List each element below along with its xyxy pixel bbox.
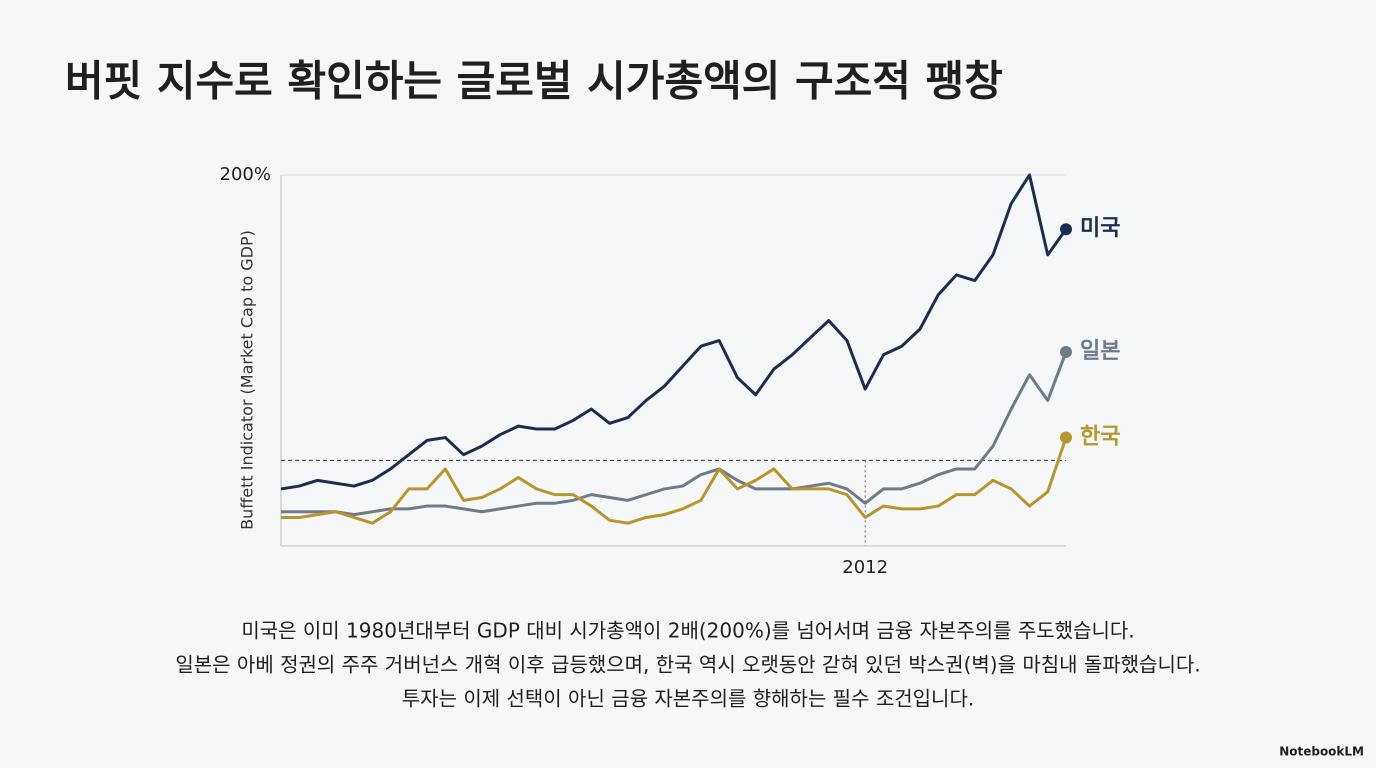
- body-line: 미국은 이미 1980년대부터 GDP 대비 시가총액이 2배(200%)를 넘…: [241, 619, 1134, 643]
- body-line: 투자는 이제 선택이 아닌 금융 자본주의를 향해하는 필수 조건입니다.: [402, 687, 974, 711]
- footer-brand: NotebookLM: [1279, 745, 1364, 759]
- legend-label: 일본: [1080, 339, 1120, 364]
- legend-label: 미국: [1080, 216, 1120, 241]
- legend-label: 한국: [1080, 425, 1120, 450]
- slide-title: 버핏 지수로 확인하는 글로벌 시가총액의 구조적 팽창: [65, 57, 1003, 106]
- end-marker: [1060, 431, 1072, 444]
- y-tick-label: 200%: [220, 164, 271, 185]
- series-line: [280, 173, 1068, 491]
- end-marker: [1060, 223, 1072, 236]
- x-tick-label: 2012: [842, 557, 888, 578]
- body-line: 일본은 아베 정권의 주주 거버넌스 개혁 이후 급등했으며, 한국 역시 오랫…: [175, 653, 1200, 677]
- y-axis-label: Buffett Indicator (Market Cap to GDP): [238, 230, 257, 530]
- end-marker: [1060, 345, 1072, 358]
- series-line: [281, 437, 1068, 525]
- series-line: [281, 351, 1068, 517]
